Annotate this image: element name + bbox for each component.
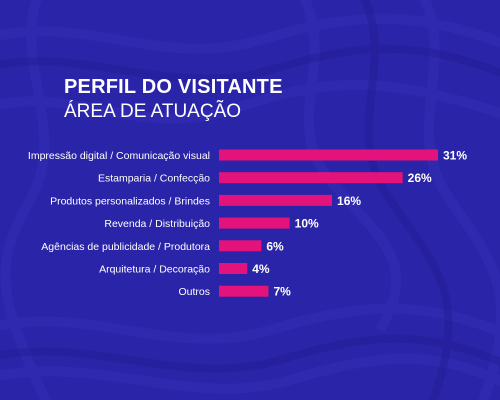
bar xyxy=(219,240,262,252)
category-label: Impressão digital / Comunicação visual xyxy=(28,150,210,162)
category-label: Arquitetura / Decoração xyxy=(99,264,210,276)
bar xyxy=(219,285,269,297)
chart-subtitle: ÁREA DE ATUAÇÃO xyxy=(64,101,242,122)
bar xyxy=(219,149,438,161)
value-label: 16% xyxy=(337,194,361,208)
bar xyxy=(219,194,333,206)
value-label: 7% xyxy=(273,285,291,299)
value-label: 10% xyxy=(295,217,319,231)
category-label: Agências de publicidade / Produtora xyxy=(41,241,210,253)
value-label: 4% xyxy=(252,262,270,276)
chart-heading: PERFIL DO VISITANTE ÁREA DE ATUAÇÃO xyxy=(64,76,283,123)
category-label: Outros xyxy=(178,286,210,298)
value-label: 26% xyxy=(408,171,432,185)
category-label: Revenda / Distribuição xyxy=(104,218,210,230)
bar xyxy=(219,263,248,274)
category-label: Produtos personalizados / Brindes xyxy=(50,195,210,207)
chart-title: PERFIL DO VISITANTE xyxy=(64,76,283,98)
bar xyxy=(219,172,403,184)
value-label: 6% xyxy=(266,239,284,253)
bar xyxy=(219,217,290,229)
value-label: 31% xyxy=(443,149,467,163)
category-label: Estamparia / Confecção xyxy=(98,173,210,185)
